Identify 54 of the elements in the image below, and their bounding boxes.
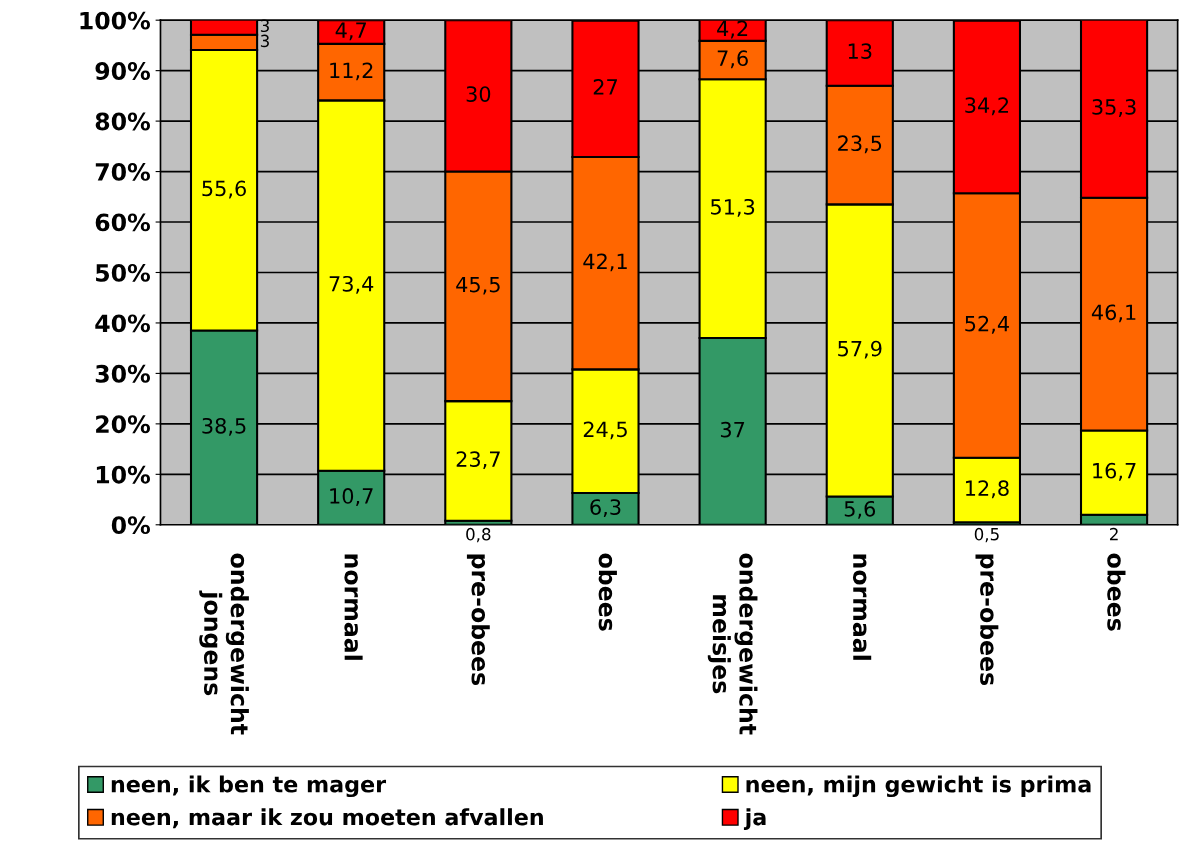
data-label: 55,6 [202,180,246,199]
data-label: 57,9 [838,340,882,359]
x-tick-label: normaal [344,554,363,660]
y-tick-label: 30% [95,364,151,383]
data-label: 30 [466,86,491,102]
data-label: 16,7 [1093,462,1136,481]
data-label: 3 [260,34,269,48]
x-tick-label: obees [598,553,617,631]
y-tick-label: 60% [95,213,151,232]
data-label: 4,2 [717,20,748,39]
data-label: 27 [593,79,617,95]
data-label: 35,3 [1092,99,1136,117]
data-label: 73,4 [329,275,374,294]
x-tick-label: pre-obees [466,554,490,685]
data-label: 38,5 [202,417,246,436]
legend-label: ja [743,808,766,830]
y-tick-label: 70% [95,163,151,181]
x-tick-label: ondergewicht jongens [199,553,249,735]
data-label: 13 [848,43,872,60]
legend-label: neen, maar ik zou moeten afvallen [111,808,543,829]
data-label: 10,7 [330,488,373,506]
y-tick-label: 20% [96,415,151,434]
data-label: 23,5 [838,135,882,154]
y-tick-label: 90% [95,62,151,80]
data-label: 46,1 [1091,304,1136,323]
data-label: 4,7 [335,22,366,41]
x-tick-label: pre-obees [975,554,999,685]
data-label: 0,8 [466,527,491,543]
y-tick-label: 80% [95,112,151,131]
x-tick-label: ondergewicht meisjes [707,553,758,735]
data-label: 34,2 [965,97,1009,116]
y-tick-label: 40% [95,314,151,333]
data-label: 12,8 [966,480,1009,499]
data-label: 11,2 [330,62,373,81]
y-tick-label: 10% [96,465,151,484]
data-label: 52,4 [965,315,1009,334]
legend-label: neen, mijn gewicht is prima [746,775,1091,798]
y-tick-label: 0% [111,516,151,535]
x-tick-label: normaal [852,554,872,660]
y-tick-label: 50% [96,263,151,282]
data-label: 42,1 [583,253,627,272]
x-tick-label: obees [1107,553,1126,631]
data-label: 0,5 [974,527,999,543]
data-label: 6,3 [590,499,621,518]
data-label: 7,6 [717,50,748,69]
data-label: 37 [720,421,745,438]
data-label: 51,3 [711,198,755,217]
data-label: 5,6 [844,500,876,519]
data-label: 24,5 [583,421,627,440]
data-label: 2 [1109,527,1118,541]
data-label: 23,7 [456,451,500,470]
data-label: 45,5 [456,276,500,295]
legend-label: neen, ik ben te mager [111,775,387,798]
y-tick-label: 100% [80,11,151,30]
